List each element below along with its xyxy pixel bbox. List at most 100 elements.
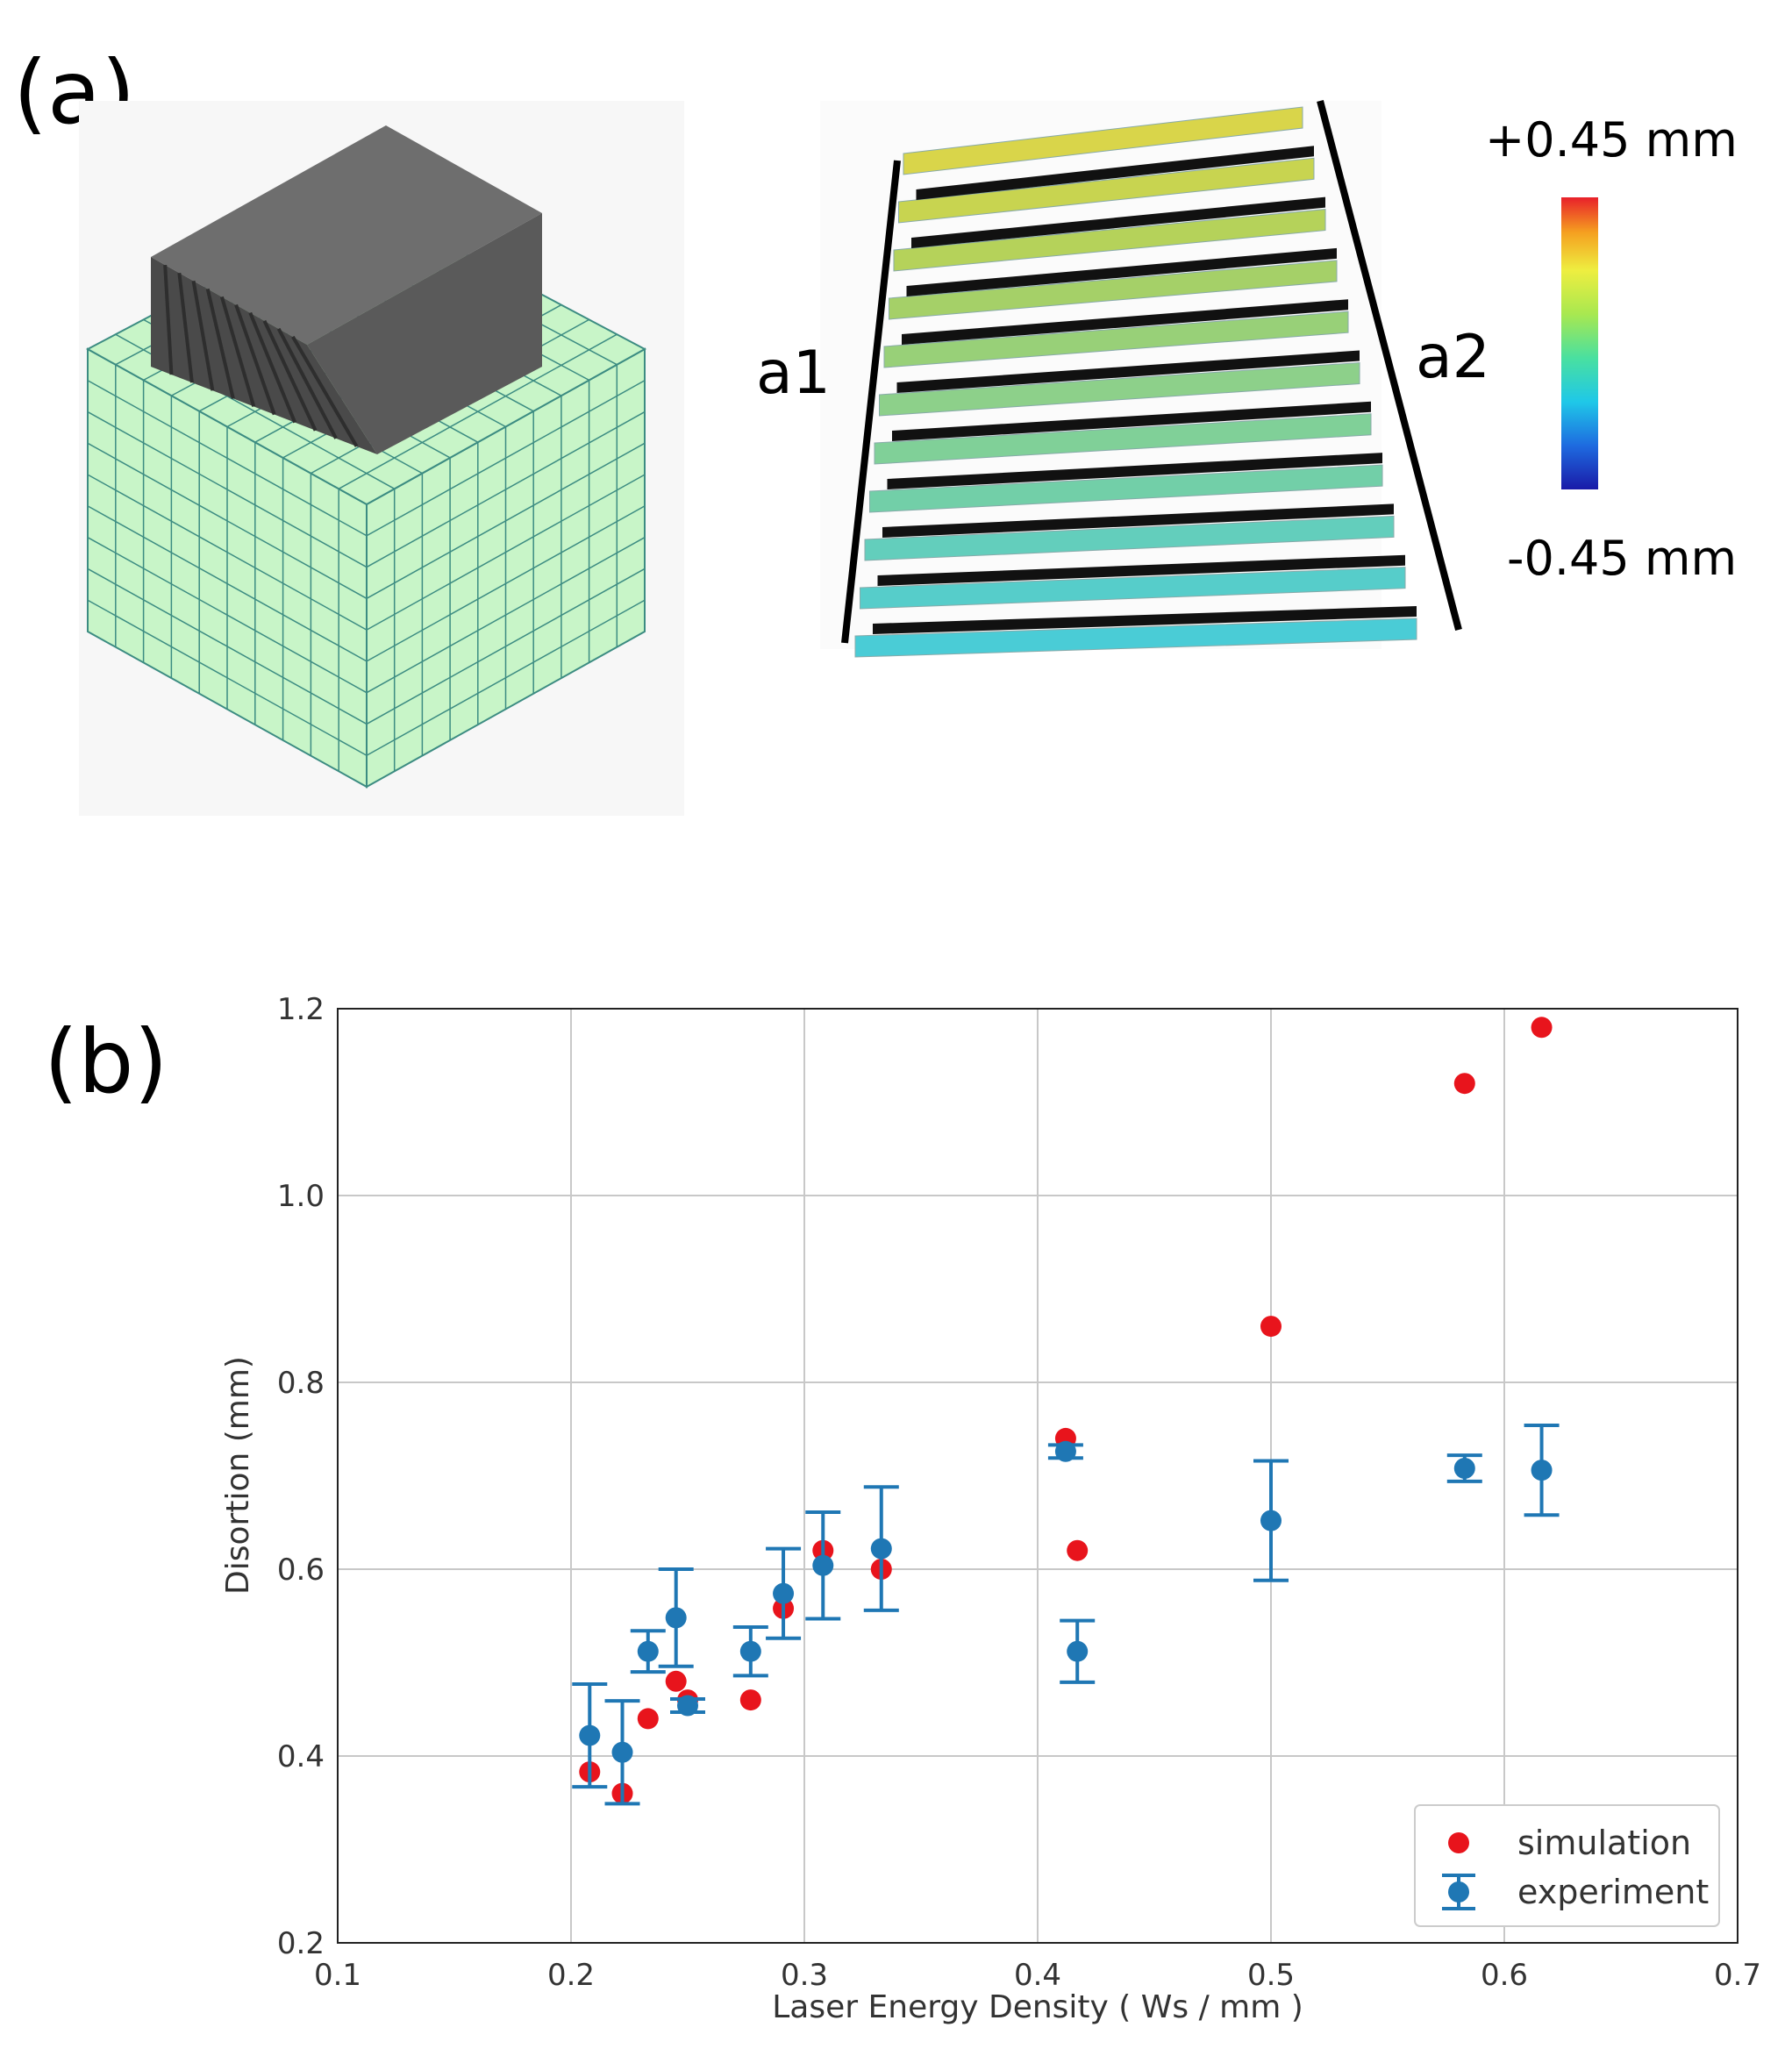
experiment-point bbox=[1260, 1510, 1282, 1531]
deformed-plate bbox=[854, 618, 1417, 658]
experiment-point bbox=[812, 1554, 834, 1576]
x-tick-label: 0.2 bbox=[547, 1958, 595, 1993]
part-rib bbox=[248, 311, 297, 424]
part-top bbox=[151, 125, 542, 345]
experiment-point bbox=[677, 1695, 698, 1717]
plate-slot-shadow bbox=[916, 146, 1314, 200]
deformed-plate bbox=[898, 157, 1315, 224]
part-rib bbox=[191, 280, 215, 391]
part-rib bbox=[262, 319, 318, 432]
simulation-point bbox=[1531, 1017, 1553, 1039]
plate-slot-shadow bbox=[882, 503, 1394, 538]
part-rib bbox=[163, 264, 174, 375]
x-axis-title: Laser Energy Density ( Ws / mm ) bbox=[772, 1989, 1303, 2025]
deformed-plate bbox=[874, 413, 1372, 465]
right-face-mesh-line bbox=[366, 568, 646, 725]
deformed-plate bbox=[903, 106, 1303, 175]
experiment-point bbox=[1453, 1457, 1475, 1479]
simulation-point bbox=[1067, 1539, 1089, 1561]
deformed-plate bbox=[860, 567, 1406, 610]
plate-slot-shadow bbox=[887, 453, 1382, 489]
label-a2: a2 bbox=[1416, 323, 1490, 392]
plate-slot-shadow bbox=[911, 196, 1325, 248]
legend-simulation-marker bbox=[1448, 1832, 1469, 1853]
ribbed-part bbox=[151, 125, 542, 454]
colorbar-gradient bbox=[1561, 197, 1598, 489]
deformed-plate bbox=[864, 515, 1395, 561]
deformed-plate bbox=[869, 464, 1383, 513]
simulation-point bbox=[1453, 1073, 1475, 1095]
plate-slot-shadow bbox=[877, 554, 1405, 586]
simulation-point bbox=[1260, 1316, 1282, 1338]
y-tick-label: 0.2 bbox=[277, 1926, 325, 1961]
plot-frame bbox=[337, 1008, 1738, 1944]
deformed-plate bbox=[883, 311, 1349, 368]
right-face-mesh-line bbox=[366, 474, 646, 631]
right-face-mesh-line bbox=[366, 537, 646, 694]
simulation-point bbox=[739, 1689, 761, 1711]
experiment-point bbox=[637, 1640, 659, 1662]
edge-line-a2 bbox=[1317, 99, 1462, 632]
part-rib bbox=[177, 272, 194, 383]
y-tick-label: 0.6 bbox=[277, 1553, 325, 1588]
experiment-point bbox=[1054, 1440, 1076, 1462]
left-face-mesh-line bbox=[87, 599, 368, 756]
deformed-model: a1 a2 bbox=[756, 99, 1490, 658]
left-face-mesh-line bbox=[87, 505, 368, 662]
left-face-mesh-line bbox=[87, 474, 368, 631]
experiment-point bbox=[611, 1741, 633, 1763]
x-tick-label: 0.4 bbox=[1014, 1958, 1061, 1993]
left-face-mesh-line bbox=[87, 410, 368, 568]
plate-slot-shadow bbox=[906, 247, 1337, 296]
deformed-plate bbox=[889, 260, 1338, 320]
legend-experiment-label: experiment bbox=[1517, 1873, 1709, 1911]
right-face-mesh-line bbox=[366, 410, 646, 568]
experiment-point bbox=[773, 1582, 795, 1604]
left-face-mesh-line bbox=[87, 537, 368, 694]
experiment-point bbox=[579, 1724, 601, 1746]
deformed-plate bbox=[879, 361, 1360, 417]
x-tick-label: 0.1 bbox=[314, 1958, 361, 1993]
top-face-mesh-line bbox=[338, 333, 618, 489]
y-tick-label: 0.4 bbox=[277, 1739, 325, 1774]
x-tick-label: 0.3 bbox=[781, 1958, 828, 1993]
simulation-point bbox=[637, 1708, 659, 1730]
legend-experiment-marker bbox=[1442, 1874, 1475, 1910]
part-rib bbox=[219, 296, 256, 408]
simulation-point bbox=[665, 1670, 687, 1692]
y-tick-label: 1.0 bbox=[277, 1179, 325, 1214]
scatter-chart: 0.1 0.2 0.3 0.4 0.5 0.6 0.70.20.40.60.81.01.2 … bbox=[220, 992, 1761, 2025]
colorbar-min-label: -0.45 mm bbox=[1507, 531, 1737, 586]
left-face-mesh-line bbox=[87, 380, 368, 537]
part-rib bbox=[276, 327, 338, 439]
part-front bbox=[307, 213, 542, 454]
part-rib bbox=[234, 303, 276, 416]
experiment-point bbox=[1531, 1460, 1553, 1481]
x-tick-label: 0.7 bbox=[1714, 1958, 1761, 1993]
y-tick-label: 1.2 bbox=[277, 992, 325, 1027]
left-face-mesh-line bbox=[87, 568, 368, 725]
legend-simulation-label: simulation bbox=[1517, 1824, 1691, 1862]
part-rib bbox=[291, 335, 359, 447]
plate-slot-shadow bbox=[896, 350, 1360, 393]
right-face-mesh-line bbox=[366, 599, 646, 756]
right-face-mesh-line bbox=[366, 505, 646, 662]
left-face-mesh-line bbox=[87, 442, 368, 599]
experiment-point bbox=[665, 1607, 687, 1629]
plate-slot-shadow bbox=[873, 606, 1417, 634]
right-face-mesh-line bbox=[366, 442, 646, 599]
edge-line-a1 bbox=[841, 160, 901, 644]
panel-b-label: (b) bbox=[44, 1010, 168, 1113]
part-rib bbox=[205, 288, 235, 399]
legend-box bbox=[1414, 1804, 1720, 1927]
x-tick-label: 0.6 bbox=[1481, 1958, 1528, 1993]
label-a1: a1 bbox=[756, 339, 831, 408]
experiment-point bbox=[739, 1640, 761, 1662]
part-left bbox=[151, 257, 377, 454]
colorbar-max-label: +0.45 mm bbox=[1485, 112, 1738, 168]
y-tick-label: 0.8 bbox=[277, 1366, 325, 1401]
right-face-mesh-line bbox=[366, 380, 646, 537]
colorbar: +0.45 mm -0.45 mm bbox=[1485, 112, 1738, 586]
plate-slot-shadow bbox=[892, 401, 1371, 441]
